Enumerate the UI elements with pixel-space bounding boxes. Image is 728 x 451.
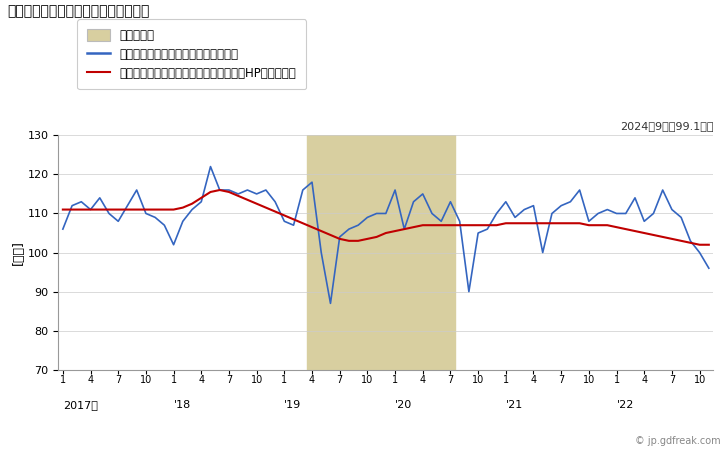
Text: '20: '20 (395, 400, 412, 410)
Text: '18: '18 (173, 400, 191, 410)
Text: '19: '19 (285, 400, 301, 410)
Text: '21: '21 (506, 400, 523, 410)
Text: 2017年: 2017年 (63, 400, 98, 410)
Text: パートタイム労働者の所定内労働時間: パートタイム労働者の所定内労働時間 (7, 5, 150, 18)
Y-axis label: [時間]: [時間] (12, 240, 25, 265)
Text: 2024年9月：99.1時間: 2024年9月：99.1時間 (620, 120, 713, 131)
Text: © jp.gdfreak.com: © jp.gdfreak.com (635, 437, 721, 446)
Bar (307, 135, 455, 370)
Legend: 景気後退期, パートタイム労働者の所定内労働時間, パートタイム労働者の所定内労働時間（HPフィルタ）: 景気後退期, パートタイム労働者の所定内労働時間, パートタイム労働者の所定内労… (77, 19, 306, 89)
Text: '22: '22 (617, 400, 634, 410)
